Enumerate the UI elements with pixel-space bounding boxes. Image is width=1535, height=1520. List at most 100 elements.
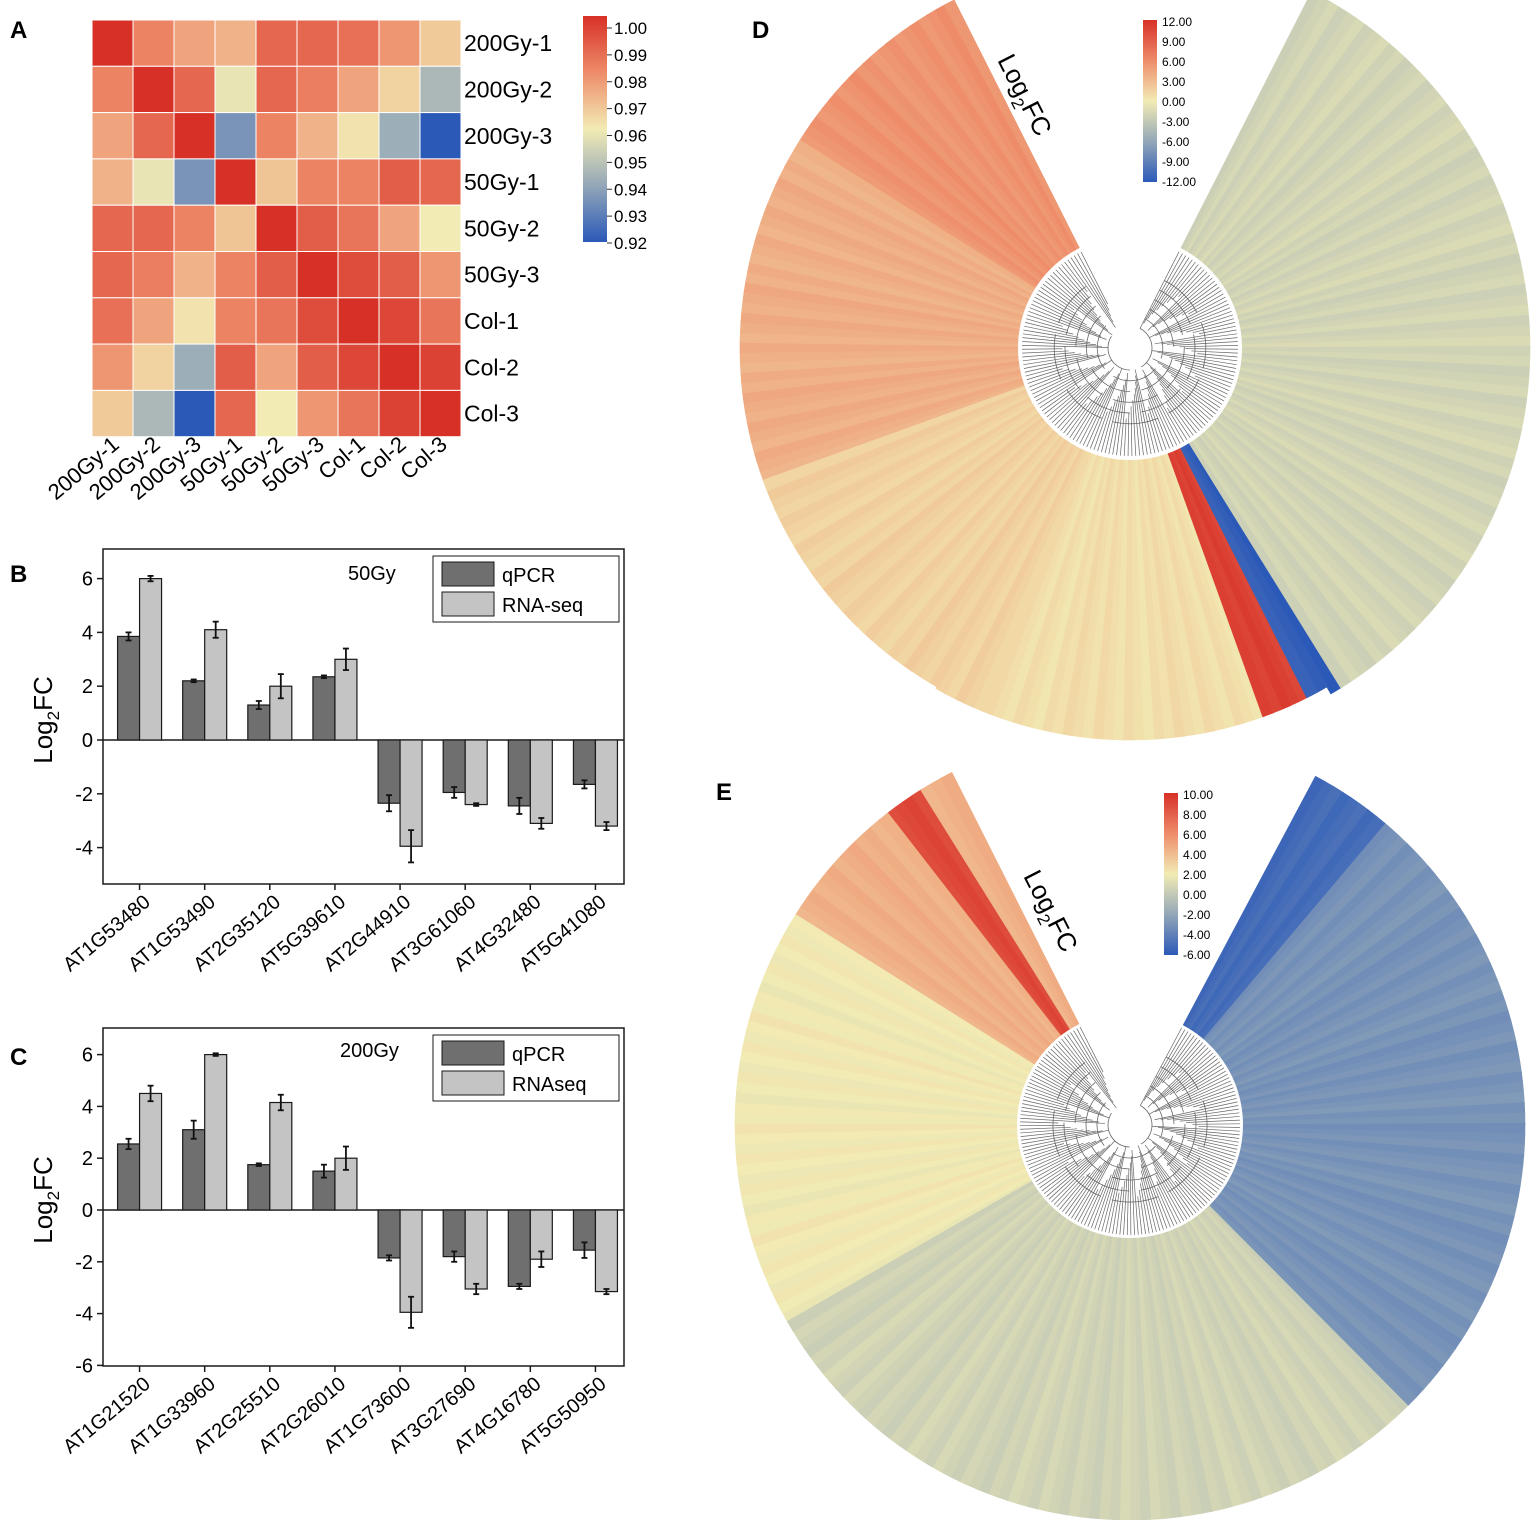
tree-branch [1158,277,1213,325]
tree-branch [1157,351,1237,366]
y-tick-label: 0 [82,1200,93,1222]
tree-branch [1152,1033,1192,1092]
tree-arc [1112,1145,1156,1159]
tree-branch [1066,400,1093,436]
tree-arc [1075,305,1096,347]
legend-swatch-rnaseq [441,591,495,617]
tree-branch [1147,1047,1209,1108]
tree-branch [1155,300,1228,336]
tree-branch [1079,383,1112,444]
heatmap-cell [419,19,462,67]
tree-branch [1151,257,1190,315]
tree-arc [1160,1066,1192,1102]
heatmap-cell [296,65,339,114]
tree-arc [1155,1076,1184,1113]
tree-branch [1143,253,1183,324]
tree-arc [1149,308,1174,347]
tree-branch [1144,1144,1197,1214]
tree-branch [1147,255,1187,319]
tree-branch [1178,385,1216,415]
tree-branch [1161,303,1229,335]
tree-branch [1043,1056,1106,1106]
tree-branch [1115,1186,1123,1235]
tree-branch [1036,1065,1075,1091]
heatmap-cell [419,158,462,206]
tree-branch [1188,293,1224,315]
tree-branch [1030,368,1083,391]
colorbar-gradient [583,16,607,242]
tree-branch [1173,1083,1233,1108]
tree-branch [1037,1160,1076,1186]
heatmap-cell [255,112,298,160]
bar-qpcr [377,1209,401,1259]
tree-branch [1181,390,1214,418]
tree-branch [1148,400,1167,450]
tree-branch [1162,1037,1198,1084]
tree-arc [1107,1112,1130,1148]
bar-qpcr [116,635,141,741]
panel-letter-d: D [752,17,769,44]
bar-rnaseq [138,1092,163,1211]
tree-branch [1020,1129,1084,1137]
legend-swatch-qpcr [441,561,495,587]
tree-branch [1150,1156,1191,1218]
tree-arc [1168,379,1200,414]
tree-branch [1101,1158,1122,1232]
tree-branch [1131,1150,1139,1235]
tree-branch [1137,1196,1143,1235]
heatmap-cell [419,65,462,114]
tree-branch [1150,367,1209,423]
tree-branch [1070,257,1114,323]
heatmap-cell [255,343,298,391]
heatmap-cell [91,251,134,299]
heatmap-cell [419,297,462,345]
colorbar-tick-label: 2.00 [1183,868,1207,882]
colorbar-tick-label: 0.00 [1183,888,1207,902]
tree-branch [1020,1117,1105,1124]
tree-branch [1029,368,1076,388]
tree-branch [1186,1162,1222,1187]
tree-branch [1024,322,1074,335]
panel-letter-b: B [10,561,27,588]
tree-branch [1025,1143,1071,1159]
heatmap-cell [378,297,421,345]
tree-branch [1143,1029,1186,1101]
tree-branch [1130,406,1133,456]
heatmap-cell [296,251,339,299]
tree-branch [1142,369,1184,442]
tree-arc [1075,1134,1102,1173]
colorbar-ticks: 1.00 0.99 0.98 0.97 0.96 0.95 0.94 0.93 0.92 [607,19,647,253]
heatmap-cell [214,158,257,206]
heatmap-cell [296,158,339,206]
tree-branch [1161,261,1196,307]
tree-branch [1050,274,1101,322]
plot-frame [102,548,625,885]
tree-branch [1153,1133,1234,1164]
legend-label-qpcr: qPCR [512,1044,565,1066]
tree-branch [1166,337,1238,345]
heatmap-cell [91,19,134,67]
tree-branch [1164,1140,1231,1171]
heatmap-cell [296,19,339,67]
tree-branch [1055,1043,1089,1080]
row-label: Col-2 [464,354,519,380]
y-axis-label-c: Log2FC [28,1156,63,1244]
tree-branch [1021,1130,1090,1141]
tree-branch [1035,1161,1069,1182]
row-label: 200Gy-1 [464,30,552,56]
colorbar-tick-label: -4.00 [1183,928,1211,942]
bar-qpcr [507,1209,531,1288]
tree-branch [1185,366,1233,384]
tree-branch [1020,1126,1071,1130]
colorbar-tick-label: 0.00 [1162,95,1186,109]
tree-branch [1063,403,1087,434]
tree-branch [1182,1157,1224,1184]
heatmap-cell [337,65,380,114]
tree-branch [1034,296,1087,326]
heatmap-cell [337,251,380,299]
tree-arc [1202,1100,1208,1147]
bars-200gy [103,1052,624,1329]
y-tick-label: 2 [82,1148,93,1170]
tree-branch [1156,1181,1178,1225]
colorbar-ticks: 10.00 8.00 6.00 4.00 2.00 0.00 -2.00 -4.00 -6.00 [1183,788,1213,962]
